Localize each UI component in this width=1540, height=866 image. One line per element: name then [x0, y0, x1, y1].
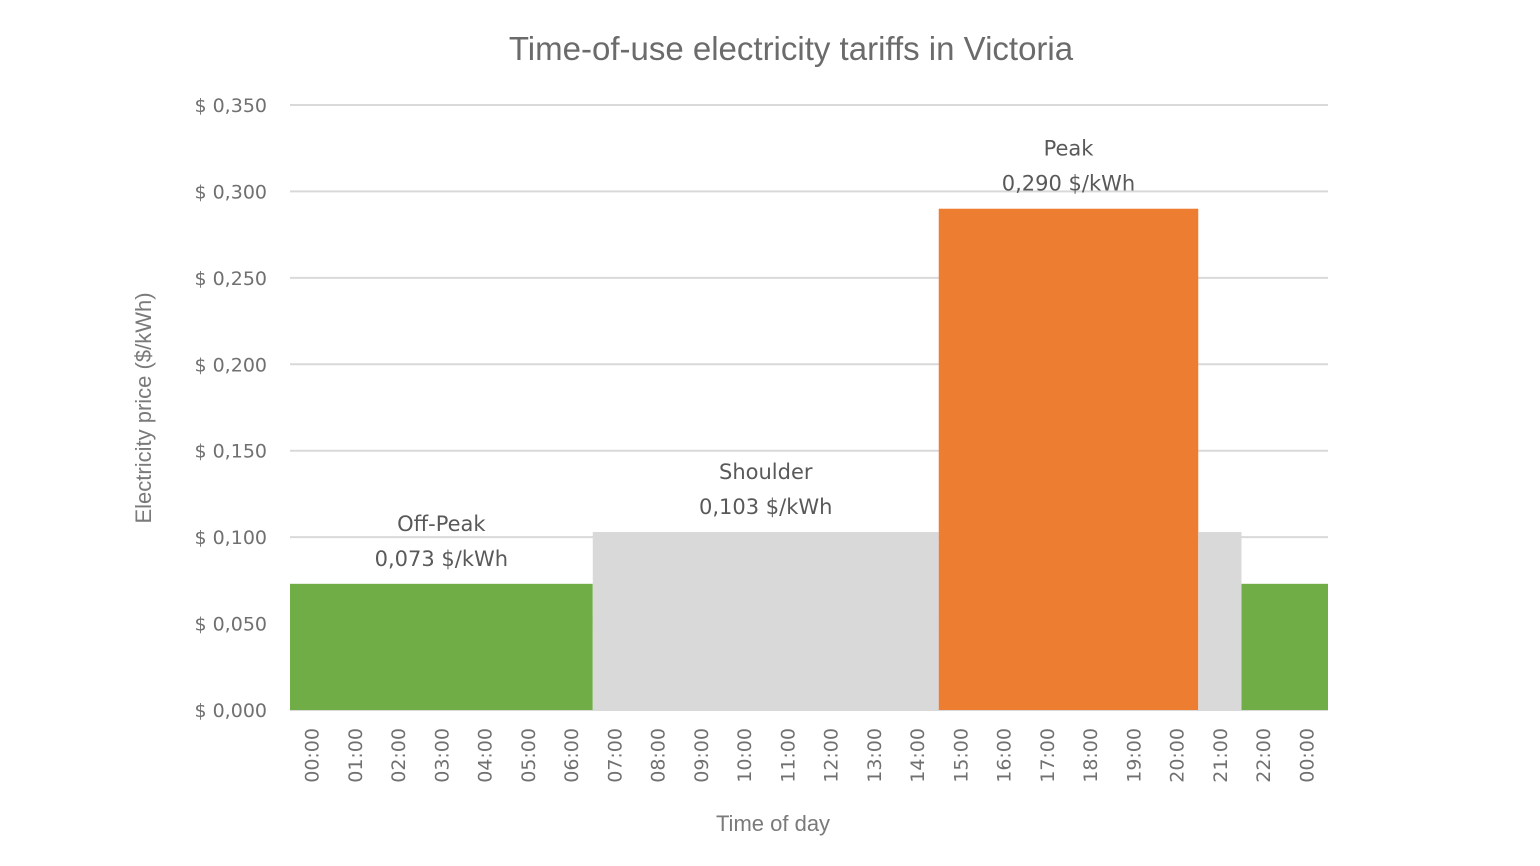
data-label-name: Off-Peak	[397, 512, 486, 536]
x-tick-label: 17:00	[1037, 728, 1059, 783]
data-label-name: Shoulder	[719, 460, 813, 484]
y-tick-label: $ 0,050	[194, 614, 267, 636]
x-tick-label: 00:00	[1296, 728, 1318, 783]
y-tick-label: $ 0,200	[194, 354, 267, 376]
y-tick-label: $ 0,350	[194, 95, 267, 117]
x-tick-label: 15:00	[950, 728, 972, 783]
x-tick-label: 19:00	[1123, 728, 1145, 783]
y-tick-label: $ 0,300	[194, 181, 267, 203]
bars	[290, 208, 1328, 710]
x-tick-label: 03:00	[431, 728, 453, 783]
y-tick-label: $ 0,100	[194, 527, 267, 549]
chart-title: Time-of-use electricity tariffs in Victo…	[509, 30, 1074, 67]
x-tick-label: 18:00	[1080, 728, 1102, 783]
y-axis-title: Electricity price ($/kWh)	[131, 292, 156, 523]
x-tick-label: 14:00	[907, 728, 929, 783]
x-tick-label: 01:00	[345, 728, 367, 783]
x-tick-label: 13:00	[864, 728, 886, 783]
bar-shoulder	[592, 531, 939, 710]
x-axis-ticks: 00:00 01:00 02:00 03:00 04:00 05:00 06:00 07:00…	[302, 728, 1319, 783]
x-tick-label: 20:00	[1167, 728, 1189, 783]
data-label-value: 0,103 $/kWh	[699, 495, 832, 519]
x-tick-label: 16:00	[994, 728, 1016, 783]
x-tick-label: 21:00	[1210, 728, 1232, 783]
y-tick-label: $ 0,150	[194, 441, 267, 463]
bar-shoulder	[1198, 531, 1242, 710]
x-tick-label: 00:00	[302, 728, 324, 783]
x-tick-label: 07:00	[604, 728, 626, 783]
data-label-value: 0,290 $/kWh	[1002, 172, 1135, 196]
x-tick-label: 10:00	[734, 728, 756, 783]
x-tick-label: 12:00	[821, 728, 843, 783]
bar-off-peak	[290, 583, 593, 710]
data-label-value: 0,073 $/kWh	[375, 547, 508, 571]
y-tick-label: $ 0,000	[194, 700, 267, 722]
x-tick-label: 04:00	[475, 728, 497, 783]
data-labels: Off-Peak 0,073 $/kWh Shoulder 0,103 $/kWh Pe…	[375, 137, 1136, 571]
x-tick-label: 09:00	[691, 728, 713, 783]
x-tick-label: 22:00	[1253, 728, 1275, 783]
bar-off-peak	[1241, 583, 1328, 710]
x-tick-label: 11:00	[777, 728, 799, 783]
bar-peak	[938, 208, 1199, 710]
data-label-name: Peak	[1044, 137, 1095, 161]
y-tick-label: $ 0,250	[194, 268, 267, 290]
x-tick-label: 06:00	[561, 728, 583, 783]
x-tick-label: 02:00	[388, 728, 410, 783]
x-tick-label: 05:00	[518, 728, 540, 783]
x-tick-label: 08:00	[648, 728, 670, 783]
x-axis-title: Time of day	[716, 811, 830, 836]
y-axis-ticks: $ 0,000 $ 0,050 $ 0,100 $ 0,150 $ 0,200 $ 0,2…	[194, 95, 267, 722]
